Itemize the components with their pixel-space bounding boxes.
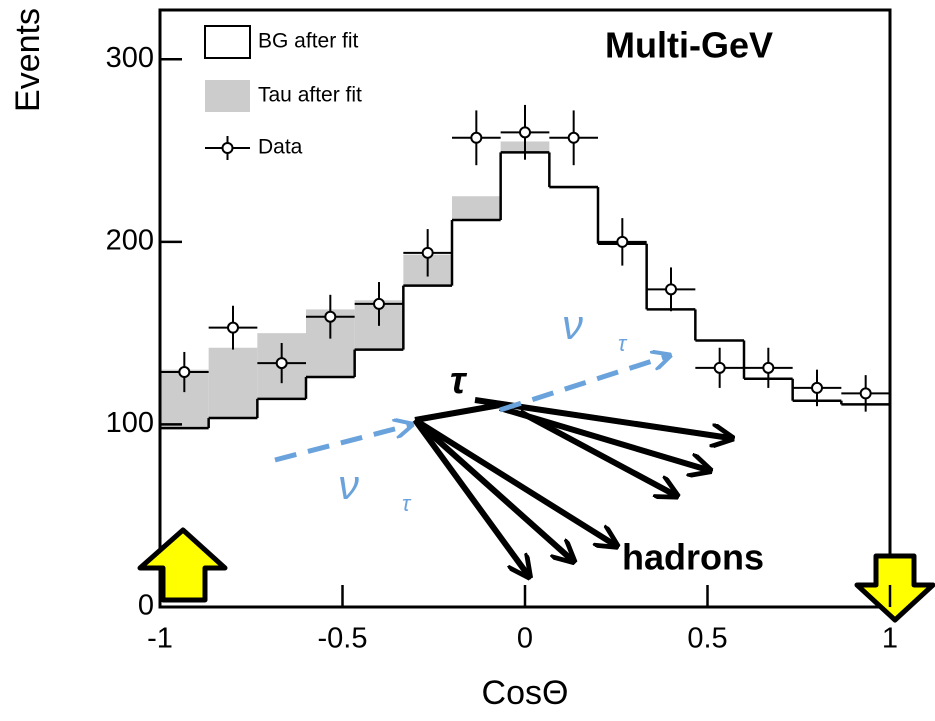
arrow [414,402,501,423]
data-point [519,126,531,139]
y-tick-label: 200 [106,225,154,257]
data-point [665,283,677,296]
y-tick-label: 300 [106,42,154,74]
down-arrow-icon [854,553,935,623]
arrow [499,356,668,413]
x-tick-label: 1 [882,623,898,655]
legend-swatch [205,80,250,112]
arrow [412,418,528,575]
data-point [275,357,288,370]
legend-label: Tau after fit [258,84,362,107]
x-axis-label: CosΘ [482,674,569,712]
x-tick-label: 0.5 [687,623,727,655]
arrow [413,417,572,560]
data-point [859,387,872,400]
annotation: ν [562,301,583,348]
data-point [227,321,239,334]
annotation: τ [450,360,468,402]
legend-label: BG after fit [258,30,359,53]
legend-label: Data [258,136,303,159]
x-tick-label: -0.5 [318,623,368,655]
data-point [616,235,629,248]
annotation: τ [618,331,628,356]
legend-swatch [204,25,251,59]
legend-swatch [221,142,234,154]
arrow [518,409,675,495]
up-arrow-icon [137,527,228,603]
annotation: hadrons [622,537,764,578]
annotation: Multi-GeV [605,25,773,66]
x-tick-label: 0 [517,623,533,655]
neutrino-arrows [274,356,668,463]
data-point [470,131,483,144]
data-point [373,297,385,310]
data-point [324,310,337,323]
data-point [762,361,775,374]
annotation: τ [402,491,412,516]
x-tick-label: -1 [147,623,173,655]
y-axis-label: Events [9,8,47,112]
data-point [567,131,580,144]
tau-bar [452,196,501,220]
annotation: ν [338,461,359,508]
data-point [713,361,726,374]
data-point [421,246,434,259]
arrow [274,425,410,463]
plot-area [160,104,890,430]
arrow [413,417,615,545]
tau-bar [208,347,258,419]
y-tick-label: 0 [138,590,154,622]
data-point [178,366,191,379]
data-point [811,381,823,394]
y-tick-label: 100 [106,407,154,439]
